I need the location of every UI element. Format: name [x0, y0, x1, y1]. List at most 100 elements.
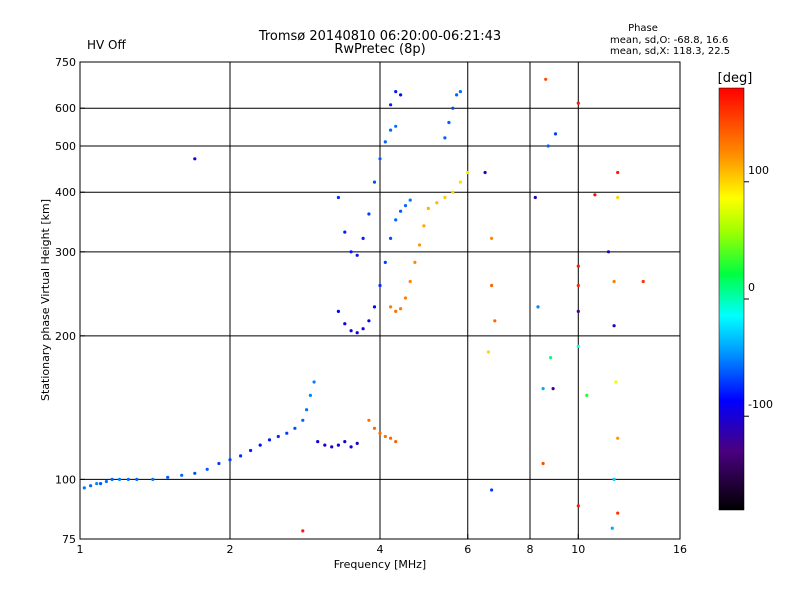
x-axis-title: Frequency [MHz]	[334, 558, 426, 571]
data-point-scattered	[616, 511, 620, 515]
data-point-f2-o-low	[336, 309, 340, 313]
data-point-scattered	[585, 393, 589, 397]
data-point-e-layer	[104, 479, 108, 484]
data-point-scattered	[576, 283, 580, 288]
data-point-f2-o-high	[378, 157, 382, 161]
colorbar-label: [deg]	[718, 71, 753, 86]
data-point-e-dip-o	[349, 445, 353, 449]
data-point-f2-o-low	[361, 327, 365, 331]
data-point-e-layer	[276, 434, 280, 439]
data-point-e-dip-o	[330, 445, 334, 449]
data-point-scattered	[616, 436, 620, 440]
data-point-f2-x	[417, 243, 422, 247]
data-point-e-layer	[258, 443, 262, 447]
x-tick-label: 6	[464, 543, 471, 556]
data-point-scattered	[551, 387, 555, 391]
x-tick-label: 1	[77, 543, 84, 556]
data-point-f2-o-low	[408, 198, 412, 202]
data-point-e-layer	[193, 471, 197, 475]
data-point-e-dip-x	[367, 418, 371, 422]
data-point-e-layer	[301, 418, 305, 422]
data-point-e-dip-x	[378, 431, 382, 435]
data-point-scattered	[490, 236, 494, 240]
data-point-f2-o-high	[336, 195, 340, 200]
data-point-f2-o-low	[383, 260, 387, 264]
data-point-scattered	[486, 350, 490, 354]
data-point-e-dip-x	[389, 436, 393, 440]
data-point-f2-x	[389, 305, 393, 309]
data-point-e-dip-x	[383, 434, 387, 439]
data-point-e-layer	[205, 467, 209, 471]
data-point-f2-o-high	[355, 253, 359, 257]
data-point-f2-o-low	[378, 283, 382, 288]
data-point-f2-x	[403, 296, 408, 300]
data-point-e-layer	[308, 393, 312, 397]
y-axis-title: Stationary phase Virtual Height [km]	[39, 199, 52, 401]
data-point-scattered	[593, 193, 597, 197]
data-point-scattered	[576, 344, 580, 348]
data-point-scattered	[549, 356, 553, 360]
data-point-e-layer	[166, 475, 170, 479]
y-tick-label: 200	[55, 330, 76, 343]
data-point-f2-x	[422, 224, 426, 228]
data-point-f2-o-cusp	[451, 106, 455, 110]
data-point-e-layer	[180, 473, 184, 477]
data-point-scattered	[612, 477, 616, 481]
data-point-f2-x	[443, 195, 447, 200]
data-point-scattered	[612, 324, 616, 328]
data-point-scattered	[541, 387, 545, 391]
data-point-f2-o-cusp	[443, 136, 447, 140]
data-point-f2-o-high	[361, 236, 365, 240]
data-point-e-dip-o	[355, 441, 359, 445]
data-point-e-layer	[228, 458, 232, 462]
data-point-f2-x	[399, 307, 403, 311]
data-point-scattered	[553, 132, 558, 136]
data-point-f2-x	[426, 206, 430, 210]
hv-status-label: HV Off	[87, 38, 126, 52]
x-tick-label: 2	[227, 543, 234, 556]
data-point-f2-o-high	[367, 212, 371, 216]
chart-title-line1: Tromsø 20140810 06:20:00-06:21:43	[258, 29, 501, 44]
x-tick-label: 4	[377, 543, 384, 556]
phase-stats-x: mean, sd,X: 118.3, 22.5	[610, 46, 730, 57]
data-point-e-layer	[126, 477, 130, 481]
data-point-f2-o-low	[355, 331, 359, 335]
data-point-e-layer	[82, 486, 86, 490]
data-point-f2-x	[466, 170, 470, 175]
data-point-scattered	[493, 319, 497, 323]
data-point-e-dip-o	[336, 443, 340, 447]
data-point-e-layer	[312, 380, 316, 384]
data-point-e-dip-x	[372, 426, 377, 430]
data-point-e-dip-x	[394, 440, 398, 444]
data-point-e-dip-o	[323, 443, 327, 447]
data-point-e-layer	[293, 426, 297, 430]
grid-layer	[80, 62, 680, 539]
data-point-scattered	[606, 250, 611, 254]
data-point-e-layer	[305, 408, 309, 412]
data-point-f2-o-cusp	[447, 120, 451, 125]
phase-stats-title: Phase	[628, 23, 658, 34]
x-tick-label: 8	[527, 543, 534, 556]
data-point-f2-o-low	[394, 218, 398, 222]
data-point-scattered	[610, 526, 614, 530]
y-tick-label: 400	[55, 186, 76, 199]
data-point-scattered	[576, 101, 580, 105]
data-point-scattered	[541, 461, 545, 466]
data-point-scattered	[544, 77, 548, 81]
data-point-e-layer	[89, 484, 93, 488]
data-point-f2-x	[451, 190, 455, 194]
data-point-scattered	[616, 170, 620, 175]
y-tick-label: 600	[55, 102, 76, 115]
y-tick-label: 750	[55, 56, 76, 69]
data-point-scattered	[576, 309, 580, 313]
data-point-e-dip-o	[343, 440, 347, 444]
data-point-f2-o-cusp	[394, 90, 398, 94]
tick-layer: 1 2 4 6 8 10 16 75 100 200 300 400 500 600 750	[55, 56, 687, 556]
data-point-scattered	[576, 504, 580, 508]
data-point-scattered	[616, 195, 620, 200]
data-point-f2-x	[394, 309, 398, 313]
colorbar-tick-label: -100	[748, 398, 773, 411]
colorbar-ticks: 100 0 -100	[744, 164, 773, 417]
data-point-e-layer	[95, 482, 99, 486]
